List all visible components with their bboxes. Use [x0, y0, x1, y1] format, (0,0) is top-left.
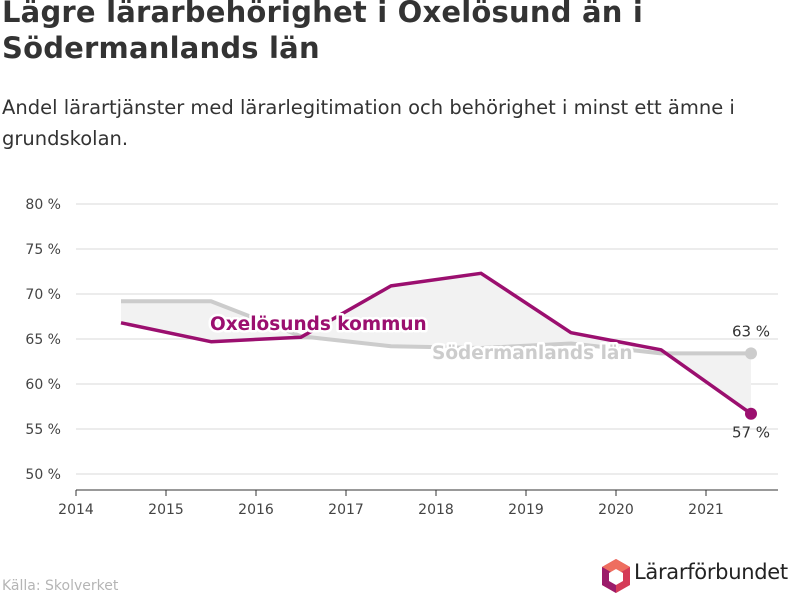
larforbundet-logo: Lärarförbundet: [600, 556, 800, 596]
y-tick-label: 70 %: [25, 287, 61, 303]
y-tick-label: 55 %: [25, 422, 61, 438]
chart-subtitle: Andel lärartjänster med lärarlegitimatio…: [2, 96, 735, 150]
x-tick-label: 2015: [148, 502, 184, 518]
source-note: Källa: Skolverket: [2, 578, 119, 594]
y-tick-label: 65 %: [25, 332, 61, 348]
y-tick-label: 50 %: [25, 467, 61, 483]
end-point-sodermanland: [745, 347, 757, 360]
series-line-oxelosund: [120, 271, 753, 416]
logo-text: Lärarförbundet: [634, 560, 788, 584]
end-label-oxelosund: 57 %: [732, 424, 770, 442]
difference-band: [121, 273, 751, 414]
x-tick-label: 2017: [328, 502, 364, 518]
x-tick-label: 2020: [598, 502, 634, 518]
series-line-sodermanland: [121, 299, 751, 356]
chart-title: Lägre lärarbehörighet i Oxelösund än i S…: [2, 0, 644, 65]
x-tick-label: 2021: [688, 502, 724, 518]
end-label-sodermanland: 63 %: [732, 322, 770, 340]
x-tick-label: 2014: [58, 502, 94, 518]
end-point-oxelosund: [745, 407, 757, 420]
hexagon-logo-icon: [602, 559, 630, 593]
y-tick-label: 60 %: [25, 377, 61, 393]
x-tick-label: 2019: [508, 502, 544, 518]
series-label-sodermanland: Södermanlands län: [432, 343, 633, 364]
x-tick-label: 2018: [418, 502, 454, 518]
series-label-oxelosund: Oxelösunds kommun: [210, 314, 427, 335]
x-tick-label: 2016: [238, 502, 274, 518]
y-tick-label: 80 %: [25, 197, 61, 213]
y-tick-label: 75 %: [25, 242, 61, 258]
